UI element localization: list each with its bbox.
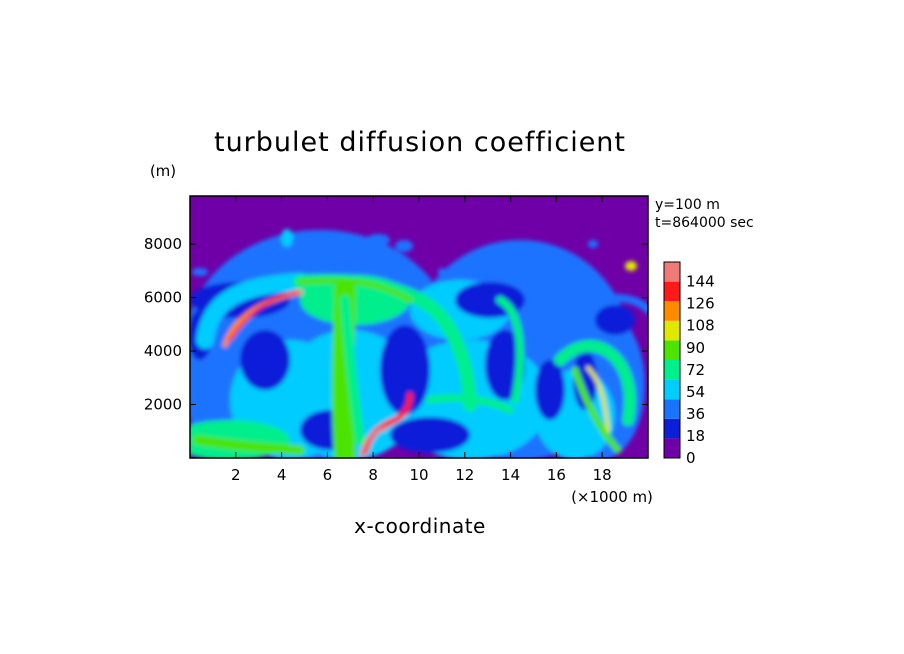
x-tick-label: 18 [593,466,612,484]
x-tick-label: 6 [323,466,333,484]
colorbar-swatch [664,379,680,400]
field-filament [596,294,648,314]
colorbar-level-label: 54 [686,383,705,401]
field-filament [360,426,387,457]
y-tick-label: 8000 [144,235,182,253]
field-region [380,325,430,415]
heatmap-field [190,229,648,458]
field-region [595,305,635,335]
field-filament [196,273,309,349]
field-patch [625,261,637,271]
y-unit-label: (m) [150,162,176,180]
x-tick-label: 12 [455,466,474,484]
field-filament [571,366,622,454]
colorbar-swatch [664,281,680,302]
annotation-time: t=864000 sec [655,215,754,231]
y-tick-label: 6000 [144,289,182,307]
field-patch [366,234,390,246]
field-filament [297,277,413,303]
colorbar-level-label: 144 [686,273,715,291]
field-filament [340,295,365,445]
colorbar-swatch [664,399,680,419]
field-patch [192,268,208,276]
colorbar-swatch [664,360,680,380]
field-region [390,417,470,453]
field-patch [395,240,413,252]
field-region [573,350,597,410]
colorbar-level-label: 36 [686,405,705,423]
colorbar-level-label: 18 [686,427,705,445]
field-region [535,360,565,420]
x-tick-label: 14 [501,466,520,484]
colorbar-level-label: 90 [686,339,705,357]
field-filament [586,366,610,432]
colorbar-swatch [664,262,680,282]
colorbar-swatch [664,438,680,458]
field-filament [193,435,305,455]
y-axis: 2000 4000 6000 8000 [144,235,648,414]
y-tick-label: 4000 [144,342,182,360]
colorbar-level-label: 72 [686,361,705,379]
x-tick-label: 8 [368,466,378,484]
colorbar-swatch [664,301,680,321]
chart-title: turbulet diffusion coefficient [214,127,626,158]
field-patch [588,240,598,248]
x-tick-label: 4 [277,466,287,484]
x-tick-label: 16 [547,466,566,484]
heatmap-plot-area [190,196,648,458]
field-patch [281,229,293,247]
field-filament [554,340,636,426]
x-unit-label: (×1000 m) [571,488,653,506]
field-filament [228,290,298,342]
field-filament [496,296,524,404]
x-tick-label: 2 [231,466,241,484]
colorbar-frame [663,261,681,459]
x-axis-label: x-coordinate [354,514,486,538]
field-region [240,330,290,390]
x-tick-label: 10 [409,466,428,484]
annotation-y-level: y=100 m [655,197,720,213]
colorbar-level-label: 126 [686,295,715,313]
field-filament [426,394,514,414]
colorbar-level-label: 0 [686,449,696,467]
field-patch [571,280,581,288]
x-axis: 2 4 6 8 10 12 14 16 18 [231,196,612,484]
field-patch [438,268,446,276]
y-tick-label: 2000 [144,396,182,414]
colorbar-level-label: 108 [686,317,715,335]
colorbar-swatch [664,320,680,341]
colorbar-swatch [664,340,680,360]
colorbar-swatch [664,418,680,439]
colorbar: 0 18 36 54 72 90 108 126 144 [663,261,715,467]
